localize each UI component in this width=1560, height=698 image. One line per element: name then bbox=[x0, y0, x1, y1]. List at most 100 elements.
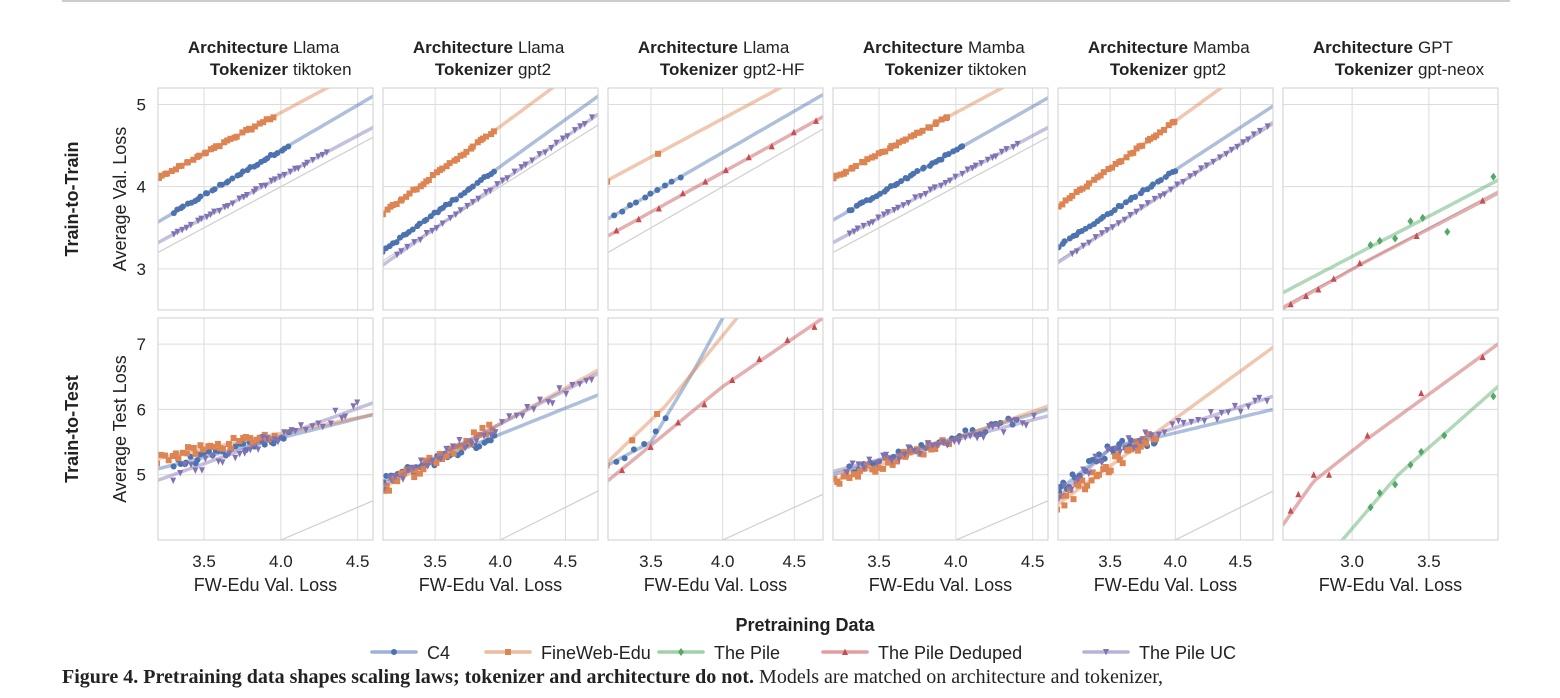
data-point bbox=[1079, 477, 1086, 484]
data-point bbox=[161, 452, 168, 459]
data-point bbox=[425, 177, 432, 184]
data-point bbox=[499, 177, 506, 185]
data-point bbox=[1095, 451, 1102, 458]
tokenizer-value: gpt2 bbox=[1193, 60, 1226, 79]
data-point bbox=[1367, 503, 1374, 512]
data-point bbox=[187, 461, 194, 469]
legend-swatch-marker bbox=[842, 648, 848, 655]
data-point bbox=[453, 443, 460, 450]
train-plot bbox=[1057, 87, 1274, 311]
data-point bbox=[207, 442, 214, 449]
fit-line bbox=[158, 401, 373, 482]
data-point bbox=[969, 165, 976, 172]
data-point bbox=[522, 161, 529, 169]
data-point bbox=[192, 467, 199, 474]
panel-1: Architecture Llama Tokenizer tiktoken 3 4 5 5 6 7… bbox=[137, 38, 374, 595]
data-point bbox=[870, 461, 877, 468]
y-tick-label: 6 bbox=[137, 400, 146, 419]
data-point bbox=[1109, 224, 1116, 231]
architecture-label: Architecture bbox=[863, 38, 963, 57]
panel-frame bbox=[157, 317, 374, 541]
series-fineweb-edu bbox=[833, 88, 1006, 182]
data-point bbox=[722, 166, 729, 174]
data-point bbox=[519, 412, 526, 420]
data-point bbox=[944, 442, 951, 449]
data-point bbox=[629, 437, 636, 444]
data-point bbox=[902, 136, 909, 143]
data-point bbox=[436, 450, 443, 457]
data-point bbox=[249, 439, 256, 446]
series-the-pile-deduped bbox=[1283, 191, 1498, 310]
data-point bbox=[492, 429, 499, 436]
data-point bbox=[179, 226, 186, 234]
data-point bbox=[898, 178, 905, 185]
data-point bbox=[1160, 126, 1167, 133]
data-point bbox=[1058, 506, 1061, 513]
data-point bbox=[309, 423, 316, 430]
series-c4 bbox=[833, 96, 1048, 222]
data-point bbox=[907, 133, 914, 140]
data-point bbox=[243, 192, 250, 199]
x-tick-label: 3.5 bbox=[639, 552, 663, 571]
data-point bbox=[202, 455, 209, 463]
caption-text: Models are matched on architecture and t… bbox=[759, 666, 1164, 688]
data-point bbox=[1119, 460, 1126, 467]
architecture-label: Architecture bbox=[1313, 38, 1413, 57]
data-point bbox=[255, 446, 262, 453]
series-the-pile-uc bbox=[158, 399, 373, 485]
data-point bbox=[486, 421, 493, 428]
panel-frame bbox=[832, 87, 1049, 311]
legend-label: The Pile UC bbox=[1139, 643, 1236, 663]
data-point bbox=[1231, 402, 1238, 410]
data-point bbox=[229, 175, 236, 182]
data-point bbox=[458, 449, 465, 456]
data-point bbox=[933, 119, 940, 126]
series-the-pile-deduped bbox=[1283, 342, 1498, 527]
data-point bbox=[469, 143, 476, 150]
data-point bbox=[1264, 123, 1271, 130]
panel-frame bbox=[1057, 317, 1274, 541]
data-point bbox=[301, 162, 308, 169]
data-point bbox=[416, 220, 423, 227]
data-point bbox=[462, 445, 469, 452]
data-point bbox=[280, 435, 287, 442]
data-point bbox=[226, 450, 233, 458]
tokenizer-label: Tokenizer bbox=[210, 60, 288, 79]
data-point bbox=[677, 174, 684, 181]
data-point bbox=[410, 186, 417, 193]
data-point bbox=[1088, 477, 1095, 484]
data-point bbox=[463, 148, 470, 155]
data-point bbox=[964, 166, 971, 173]
data-point bbox=[443, 163, 450, 170]
data-point bbox=[185, 444, 192, 451]
architecture-value: Mamba bbox=[1193, 38, 1250, 57]
data-point bbox=[896, 453, 903, 460]
data-point bbox=[536, 151, 543, 158]
data-point bbox=[383, 472, 390, 479]
data-point bbox=[183, 224, 190, 232]
data-point bbox=[784, 336, 791, 344]
data-point bbox=[1479, 197, 1486, 204]
data-point bbox=[880, 211, 887, 218]
series-c4 bbox=[383, 94, 598, 256]
data-point bbox=[197, 193, 204, 200]
data-point bbox=[1112, 160, 1119, 167]
data-point bbox=[179, 449, 186, 456]
plot-area bbox=[158, 88, 373, 253]
data-point bbox=[178, 162, 185, 169]
data-point bbox=[569, 381, 576, 389]
x-tick-label: 3.5 bbox=[1098, 552, 1122, 571]
data-point bbox=[184, 159, 191, 166]
data-point bbox=[1147, 135, 1154, 142]
data-point bbox=[274, 150, 281, 157]
data-point bbox=[389, 202, 396, 209]
tokenizer-value: gpt2 bbox=[518, 60, 551, 79]
fit-line bbox=[383, 371, 598, 487]
data-point bbox=[1061, 502, 1068, 509]
data-point bbox=[253, 436, 260, 443]
data-point bbox=[271, 176, 278, 183]
data-point bbox=[998, 148, 1005, 156]
data-point bbox=[871, 153, 878, 160]
panel-frame bbox=[382, 317, 599, 541]
data-point bbox=[632, 199, 639, 206]
